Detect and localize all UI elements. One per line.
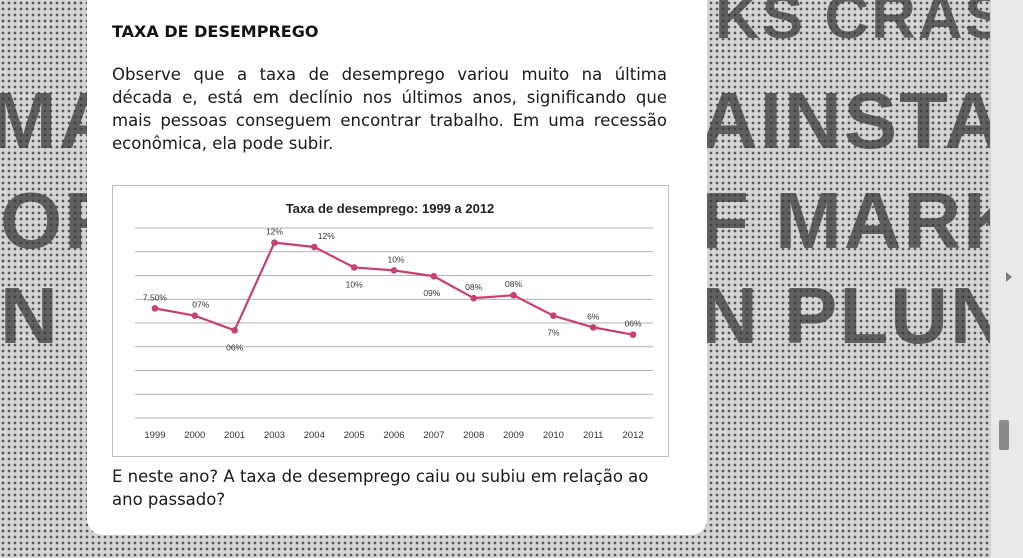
- data-label: 12%: [266, 227, 283, 237]
- data-label: 10%: [387, 254, 404, 264]
- data-point: [271, 239, 278, 246]
- content-card: TAXA DE DESEMPREGO Observe que a taxa de…: [87, 0, 707, 535]
- data-point: [550, 312, 557, 319]
- x-tick-label: 2010: [543, 430, 564, 441]
- data-label: 07%: [192, 300, 209, 310]
- x-tick-label: 2009: [503, 430, 524, 441]
- data-label: 7%: [547, 328, 560, 338]
- background-headline: AINSTAYS: [700, 76, 1023, 165]
- data-point: [510, 291, 517, 299]
- data-point: [151, 305, 159, 312]
- data-label: 06%: [226, 342, 243, 352]
- x-tick-label: 2008: [463, 430, 484, 441]
- data-point: [470, 294, 477, 302]
- data-label: 08%: [505, 279, 522, 289]
- card-title: TAXA DE DESEMPREGO: [112, 22, 319, 41]
- data-label: 09%: [423, 288, 440, 298]
- x-tick-label: 2011: [583, 430, 603, 441]
- data-label: 7.50%: [143, 292, 168, 302]
- data-point: [311, 243, 318, 251]
- scroll-arrow-icon[interactable]: [1006, 272, 1012, 282]
- x-tick-label: 2000: [184, 430, 205, 441]
- vertical-scrollbar[interactable]: [990, 0, 1023, 558]
- x-tick-label: 2004: [304, 430, 325, 441]
- chart-svg: Taxa de desemprego: 1999 a 2012 1999 2000…: [135, 201, 653, 441]
- intro-paragraph: Observe que a taxa de desemprego variou …: [112, 65, 667, 153]
- x-tick-label: 2007: [423, 430, 444, 441]
- data-label: 08%: [465, 282, 482, 292]
- data-point: [191, 312, 199, 319]
- data-label: 12%: [318, 231, 335, 241]
- data-point: [390, 267, 398, 274]
- data-label: 6%: [587, 311, 600, 321]
- x-tick-label: 2003: [264, 430, 285, 441]
- question-paragraph: E neste ano? A taxa de desemprego caiu o…: [112, 467, 649, 509]
- data-point: [231, 327, 238, 334]
- data-label: 10%: [346, 279, 363, 289]
- unemployment-chart: Taxa de desemprego: 1999 a 2012 1999 2000…: [112, 185, 669, 457]
- x-tick-label: 2005: [344, 430, 365, 441]
- background-headline: N PLUNGE: [700, 271, 1023, 360]
- x-tick-label: 2001: [224, 430, 245, 441]
- background-headline: F MARKET: [700, 176, 1023, 265]
- x-tick-label: 2012: [623, 430, 644, 441]
- data-label: 06%: [625, 319, 642, 329]
- x-tick-label: 1999: [144, 430, 165, 441]
- data-point: [589, 324, 597, 331]
- data-point: [430, 272, 438, 280]
- data-point: [350, 264, 358, 271]
- background-headline: N: [0, 271, 60, 360]
- scroll-thumb[interactable]: [999, 420, 1009, 450]
- background-headline: KS CRASH: [715, 0, 1023, 52]
- x-tick-label: 2006: [383, 430, 404, 441]
- data-point: [629, 331, 637, 338]
- chart-title: Taxa de desemprego: 1999 a 2012: [286, 201, 495, 216]
